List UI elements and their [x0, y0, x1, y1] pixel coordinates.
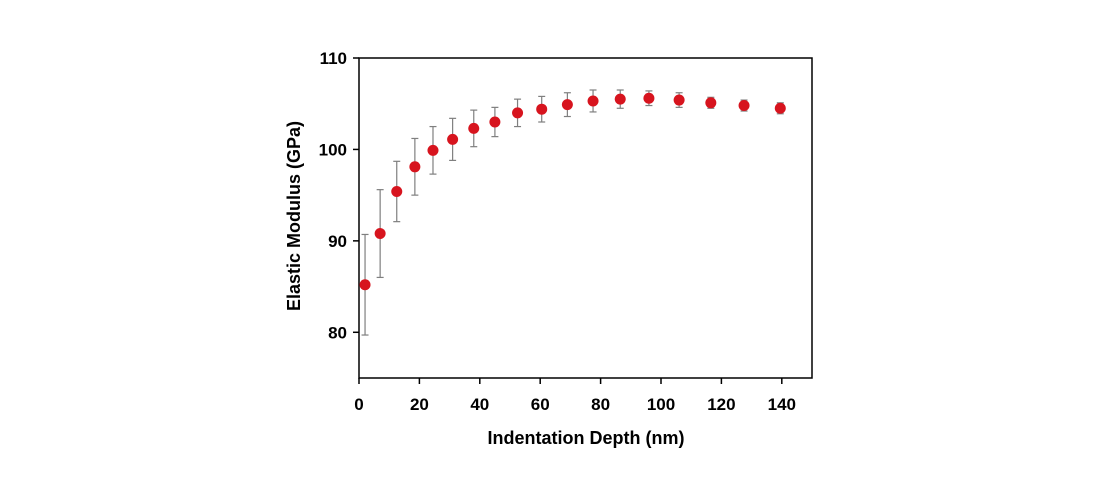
- data-point: [409, 161, 421, 173]
- plot-axes: [358, 57, 813, 379]
- y-tick-label: 100: [319, 140, 347, 159]
- data-point: [643, 92, 655, 104]
- x-tick-label: 80: [591, 395, 610, 414]
- data-point: [738, 100, 750, 112]
- data-point: [614, 93, 626, 105]
- data-point: [391, 185, 403, 197]
- data-point: [512, 107, 524, 119]
- data-point: [561, 99, 573, 111]
- x-tick-label: 100: [647, 395, 675, 414]
- x-tick-label: 20: [410, 395, 429, 414]
- x-tick-label: 40: [470, 395, 489, 414]
- error-bars: [361, 89, 784, 336]
- x-axis-title: Indentation Depth (nm): [488, 428, 685, 448]
- data-point: [587, 95, 599, 107]
- data-point: [468, 122, 480, 134]
- y-axis-ticks: 80 90 100 110: [319, 49, 359, 342]
- data-point: [774, 102, 786, 114]
- data-point: [447, 133, 459, 145]
- data-point: [359, 279, 371, 291]
- x-axis-ticks: 0 20 40 60 80 100 120 140: [354, 378, 796, 414]
- y-axis-title: Elastic Modulus (GPa): [284, 121, 304, 311]
- data-point: [489, 116, 501, 128]
- y-tick-label: 90: [328, 232, 347, 251]
- x-tick-label: 0: [354, 395, 363, 414]
- data-point: [427, 144, 439, 156]
- x-tick-label: 120: [707, 395, 735, 414]
- data-point: [705, 97, 717, 109]
- y-tick-label: 80: [328, 323, 347, 342]
- data-point: [536, 103, 548, 115]
- data-points: [359, 92, 786, 291]
- x-tick-label: 140: [768, 395, 796, 414]
- plot-frame: [358, 57, 813, 379]
- y-tick-label: 110: [320, 49, 347, 68]
- x-tick-label: 60: [531, 395, 550, 414]
- data-point: [673, 94, 685, 106]
- data-point: [374, 228, 386, 240]
